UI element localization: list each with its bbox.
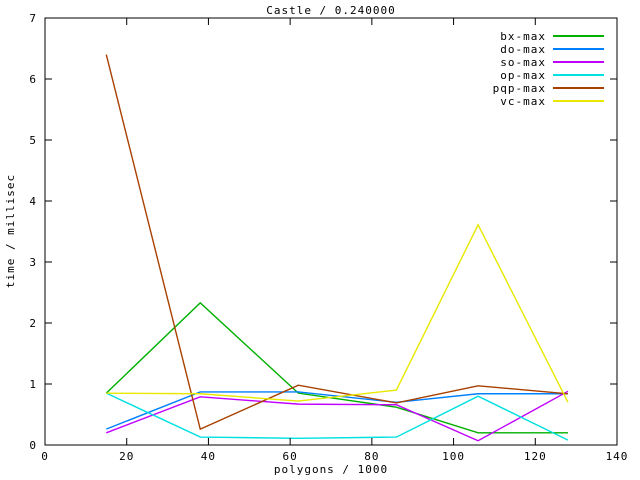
legend-label-op-max: op-max — [500, 69, 546, 82]
y-tick-label: 6 — [29, 73, 37, 86]
legend-label-do-max: do-max — [500, 43, 546, 56]
x-tick-label: 100 — [442, 450, 465, 463]
x-tick-label: 20 — [119, 450, 134, 463]
x-tick-label: 80 — [364, 450, 379, 463]
y-axis-label: time / millisec — [4, 174, 17, 288]
plot-border — [44, 17, 618, 446]
legend-label-so-max: so-max — [500, 56, 546, 69]
y-tick-label: 2 — [29, 317, 37, 330]
x-tick-label: 40 — [201, 450, 216, 463]
series-line-vc-max — [106, 223, 569, 403]
series-line-bx-max — [105, 301, 568, 434]
series-line-so-max — [106, 390, 569, 442]
legend-label-vc-max: vc-max — [500, 95, 546, 108]
series-line-do-max — [106, 391, 568, 430]
y-tick-label: 1 — [29, 378, 37, 391]
y-tick-label: 3 — [29, 256, 37, 269]
axes-and-ticks: 0 20 40 60 80 100 120 140 0 1 2 3 4 5 6 7 — [29, 12, 629, 463]
chart-title: Castle / 0.240000 — [266, 4, 396, 17]
x-tick-label: 120 — [524, 450, 547, 463]
series-line-pqp-max — [105, 54, 569, 431]
legend-label-bx-max: bx-max — [500, 30, 546, 43]
legend-label-pqp-max: pqp-max — [493, 82, 546, 95]
y-tick-label: 7 — [29, 12, 37, 25]
series-line-op-max — [105, 392, 569, 441]
x-tick-label: 0 — [41, 450, 49, 463]
y-tick-label: 5 — [29, 134, 37, 147]
x-axis-label: polygons / 1000 — [274, 463, 388, 476]
x-tick-label: 140 — [606, 450, 629, 463]
x-tick-label: 60 — [283, 450, 298, 463]
series-lines — [105, 54, 569, 442]
y-tick-label: 4 — [29, 195, 37, 208]
y-tick-label: 0 — [29, 439, 37, 452]
